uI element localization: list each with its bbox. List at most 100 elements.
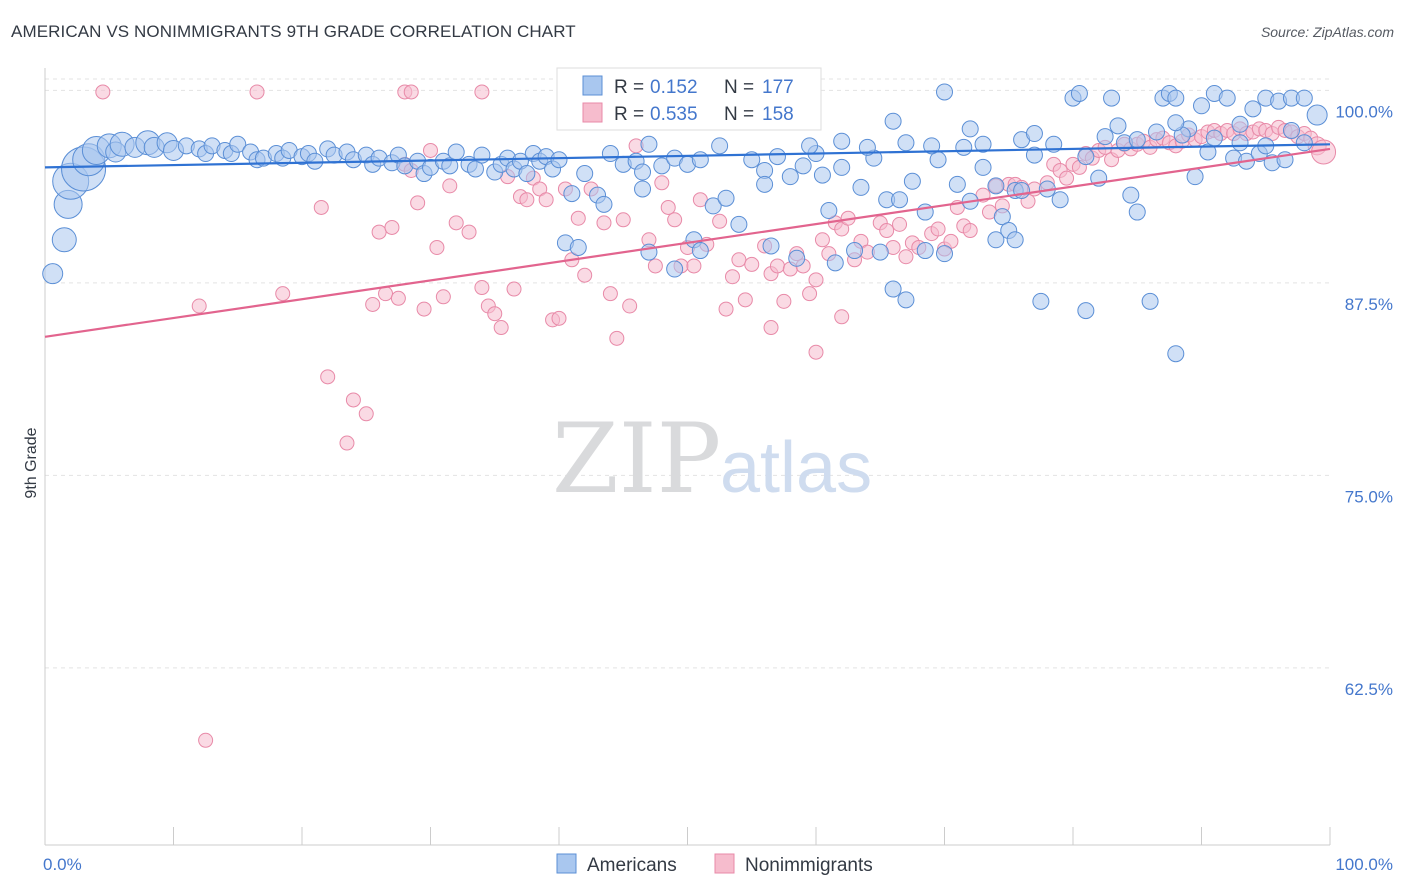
americans-point-70: [653, 157, 671, 175]
nonimmigrants-point-98: [962, 223, 978, 239]
americans-point-139: [846, 242, 864, 260]
nonimmigrants-point-27: [461, 224, 477, 240]
nonimmigrants-point-88: [892, 216, 908, 232]
series-legend-swatch-americans: [556, 853, 577, 874]
nonimmigrants-point-25: [442, 178, 458, 194]
series-legend: Americans Nonimmigrants: [556, 853, 873, 876]
americans-point-164: [897, 134, 915, 152]
nonimmigrants-point-75: [802, 286, 818, 302]
americans-point-111: [1122, 186, 1140, 204]
nonimmigrants-point-49: [615, 212, 631, 228]
americans-point-120: [1218, 89, 1236, 107]
nonimmigrants-point-152: [763, 320, 779, 336]
chart-title: AMERICAN VS NONIMMIGRANTS 9TH GRADE CORR…: [11, 22, 576, 41]
nonimmigrants-point-53: [647, 258, 663, 274]
nonimmigrants-point-153: [808, 344, 824, 360]
americans-point-86: [852, 178, 870, 196]
americans-point-96: [974, 158, 992, 176]
nonimmigrants-point-30: [487, 306, 503, 322]
nonimmigrants-point-48: [609, 330, 625, 346]
nonimmigrants-point-46: [596, 215, 612, 231]
americans-point-89: [891, 191, 909, 209]
nonimmigrants-point-1: [249, 84, 265, 100]
americans-point-160: [756, 175, 774, 193]
y-tick-label-0: 100.0%: [1335, 102, 1393, 121]
americans-point-97: [987, 177, 1005, 195]
americans-point-104: [1051, 191, 1069, 209]
americans-point-178: [1109, 117, 1127, 135]
nonimmigrants-point-65: [731, 252, 747, 268]
y-axis-title: 9th Grade: [23, 427, 40, 498]
nonimmigrants-point-62: [712, 213, 728, 229]
x-tick-label-1: 100.0%: [1335, 855, 1393, 874]
americans-point-46: [447, 143, 465, 161]
source-credit: Source: ZipAtlas.com: [1260, 24, 1394, 40]
americans-point-48: [466, 160, 484, 178]
americans-point-85: [833, 158, 851, 176]
americans-point-55: [518, 165, 536, 183]
nonimmigrants-point-89: [898, 249, 914, 265]
americans-point-116: [1167, 89, 1185, 107]
americans-point-145: [987, 231, 1005, 249]
watermark-zip: ZIP: [552, 403, 721, 515]
nonimmigrants-point-71: [776, 293, 792, 309]
nonimmigrants-point-17: [390, 290, 406, 306]
americans-point-167: [974, 135, 992, 153]
nonimmigrants-point-63: [718, 301, 734, 317]
americans-point-136: [762, 237, 780, 255]
americans-point-74: [704, 197, 722, 215]
americans-point-21: [229, 135, 247, 153]
americans-point-101: [1013, 182, 1031, 199]
nonimmigrants-point-66: [737, 292, 753, 308]
nonimmigrants-point-56: [667, 212, 683, 228]
americans-point-62: [576, 165, 594, 183]
americans-point-177: [1025, 125, 1043, 143]
series-legend-swatch-nonimmigrants: [714, 853, 735, 874]
americans-point-68: [634, 180, 652, 198]
nonimmigrants-point-93: [930, 221, 946, 237]
legend-pink-r-label: R =: [614, 104, 644, 125]
series-legend-americans: Americans: [587, 855, 677, 876]
americans-point-165: [923, 137, 941, 155]
nonimmigrants-point-9: [320, 369, 336, 385]
americans-point-73: [691, 151, 709, 169]
nonimmigrants-point-50: [622, 298, 638, 314]
series-legend-nonimmigrants: Nonimmigrants: [745, 855, 873, 876]
nonimmigrants-point-28: [474, 280, 490, 296]
americans-point-157: [1282, 121, 1300, 139]
nonimmigrants-point-12: [358, 406, 374, 422]
americans-point-94: [948, 175, 966, 193]
americans-point-146: [1006, 231, 1024, 249]
nonimmigrants-point-3: [403, 84, 419, 100]
americans-point-176: [961, 120, 979, 138]
trend-lines: [44, 143, 1331, 338]
y-tick-label-1: 87.5%: [1345, 295, 1393, 314]
americans-point-140: [871, 243, 889, 261]
legend-pink-n-label: N =: [724, 104, 754, 125]
nonimmigrants-point-5: [191, 298, 207, 314]
y-tick-labels: 100.0% 87.5% 75.0% 62.5%: [1335, 102, 1393, 699]
americans-point-150: [1167, 345, 1185, 363]
x-tick-labels: 0.0% 100.0%: [43, 855, 1393, 874]
nonimmigrants-point-6: [198, 732, 214, 748]
americans-point-166: [955, 138, 973, 156]
americans-point-69: [640, 135, 658, 153]
americans-point-158: [1295, 134, 1313, 152]
nonimmigrants-point-4: [474, 84, 490, 100]
americans-point-151: [1186, 168, 1204, 186]
americans-point-133: [666, 260, 684, 278]
americans-point-98: [993, 208, 1011, 226]
watermark: ZIP atlas: [552, 403, 872, 515]
americans-point-162: [833, 132, 851, 150]
legend-swatch-blue: [582, 75, 603, 96]
y-tick-label-2: 75.0%: [1345, 487, 1393, 506]
americans-point-128: [634, 163, 652, 181]
americans-point-0: [42, 263, 64, 285]
legend-swatch-pink: [582, 102, 603, 123]
nonimmigrants-point-8: [313, 199, 329, 215]
nonimmigrants-point-35: [519, 192, 535, 208]
americans-point-149: [1141, 292, 1159, 310]
americans-point-134: [691, 242, 709, 260]
nonimmigrants-point-21: [416, 301, 432, 317]
americans-point-143: [916, 242, 934, 260]
